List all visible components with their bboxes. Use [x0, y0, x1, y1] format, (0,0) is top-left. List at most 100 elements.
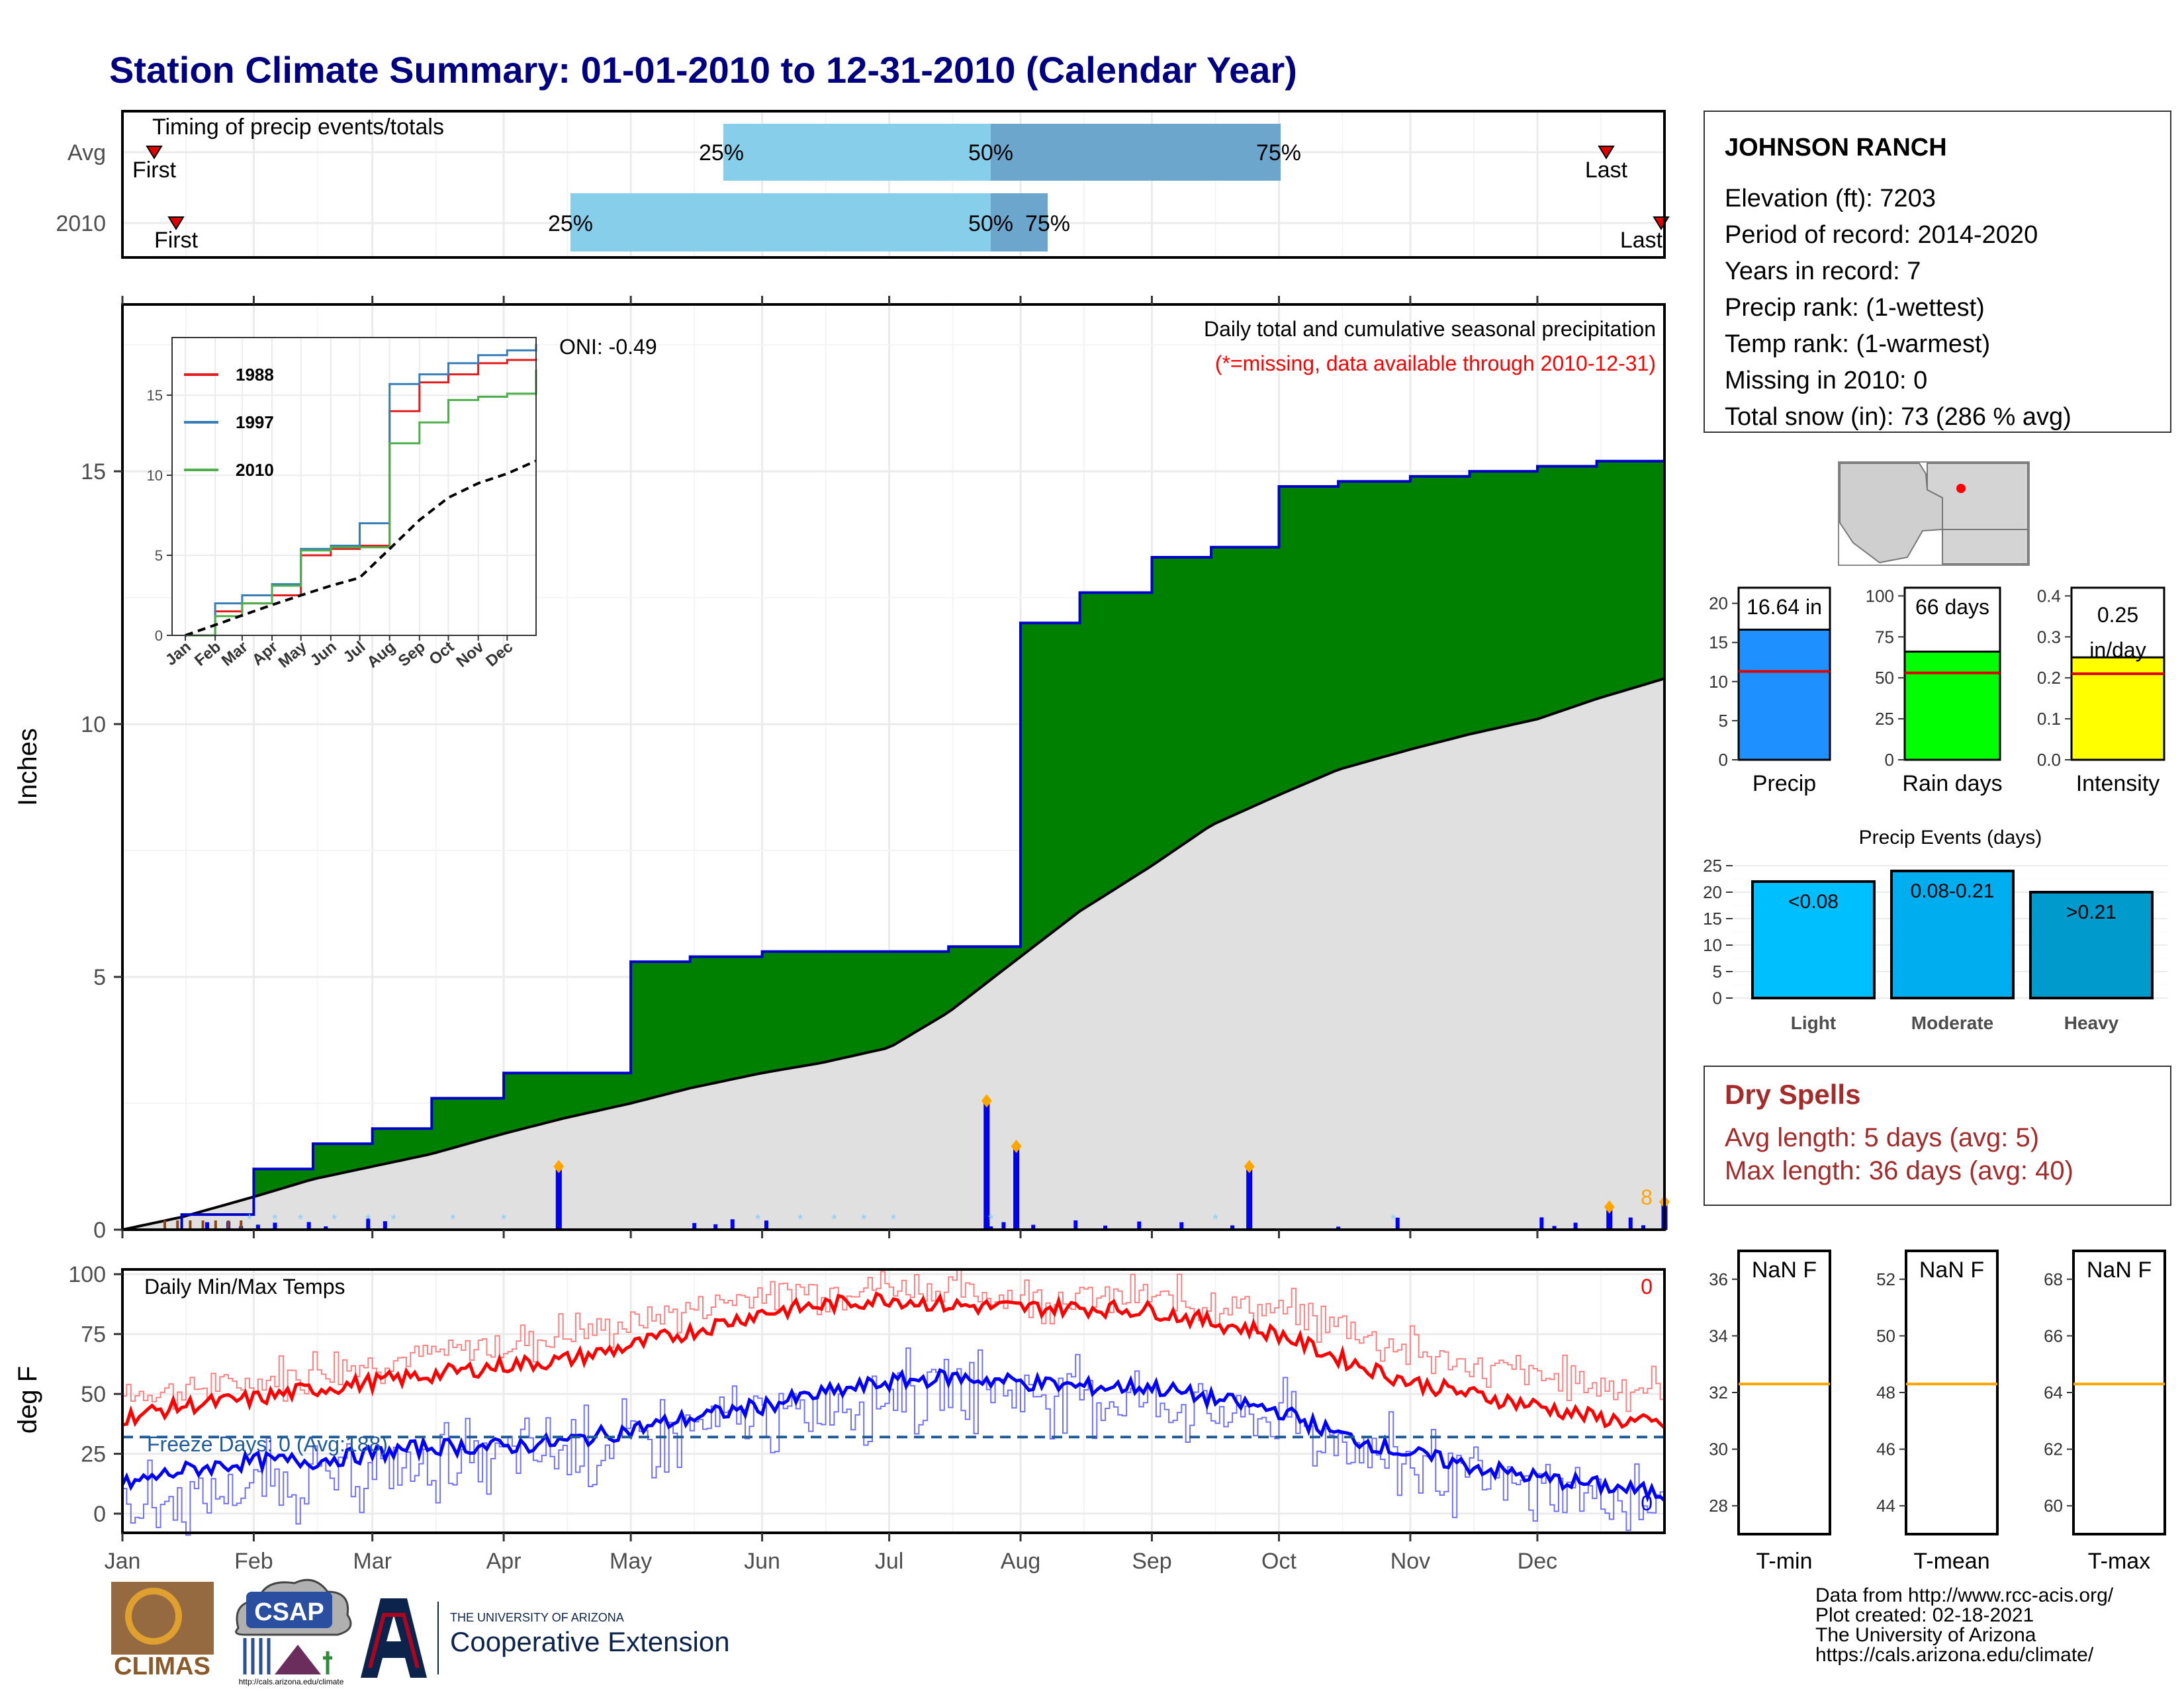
timing-avg-bar-25-50	[723, 124, 991, 181]
temp-box-label: T-max	[2088, 1549, 2150, 1574]
summary-y-tick-label: 0.1	[2037, 709, 2061, 729]
snow-marker: *	[988, 1211, 994, 1228]
month-label-jan: Jan	[105, 1549, 141, 1574]
inset-legend: 1988 1997 2010	[184, 365, 274, 480]
precip-average-area	[122, 678, 1664, 1230]
temp-y-axis-label: deg F	[13, 1366, 42, 1434]
inset-legend-label-1997: 1997	[236, 412, 274, 432]
events-bar-text: 0.08-0.21	[1911, 880, 1995, 902]
summary-y-tick-label: 75	[1875, 627, 1894, 647]
events-bar-heavy	[2029, 891, 2154, 999]
station-name: JOHNSON RANCH	[1725, 134, 1947, 161]
temp-box-frame	[1737, 1250, 1831, 1535]
daily-precip-small-bar	[764, 1220, 768, 1230]
temp-y-tick-label: 25	[81, 1442, 106, 1467]
csap-url: http://cals.arizona.edu/climate	[239, 1677, 344, 1686]
timing-avg-bar-50-75	[991, 124, 1281, 181]
daily-precip-bar	[983, 1100, 990, 1230]
summary-bar	[1903, 651, 2001, 761]
daily-precip-small-bar	[1395, 1217, 1400, 1230]
daily-precip-small-bar	[713, 1224, 718, 1230]
precip-y-ticks: 0 5 10 15	[81, 459, 122, 1243]
events-y-tick-label: 0	[1713, 988, 1722, 1008]
inset-legend-label-2010: 2010	[236, 460, 274, 480]
timing-2010-last: Last	[1620, 228, 1663, 253]
temp-frame	[121, 1268, 1666, 1534]
summary-value-number: 0.25	[2097, 603, 2138, 627]
inset-y-tick-label: 15	[147, 387, 163, 404]
locator-map	[1838, 461, 2030, 566]
temp-line-2010-max	[122, 1291, 1666, 1430]
inset-y-tick-label: 10	[147, 467, 163, 484]
early-season-tick	[176, 1220, 179, 1230]
temp-y-ticks: 0 25 50 75 100	[68, 1262, 122, 1527]
daily-precip-small-bar	[1031, 1224, 1036, 1230]
inset-background	[172, 338, 536, 635]
temperature-boxes: NaN F 28 30 32 34 36 T-min NaN F 44 46 48 50 52 T-mea…	[1709, 1250, 2166, 1574]
snow-marker: *	[1390, 1211, 1396, 1228]
temp-box-t-mean: NaN F 44 46 48 50 52 T-mean	[1876, 1250, 1999, 1574]
inset-y-tick-label: 5	[155, 547, 163, 564]
temp-box-y-tick-label: 68	[2044, 1269, 2063, 1289]
month-label-nov: Nov	[1390, 1549, 1430, 1574]
daily-precip-small-bar	[1179, 1222, 1184, 1230]
daily-precip-small-bar	[692, 1222, 697, 1230]
summary-y-tick-label: 20	[1709, 594, 1728, 614]
station-total-snow: Total snow (in): 73 (286 % avg)	[1725, 403, 2071, 431]
temp-box-y-tick-label: 62	[2044, 1440, 2063, 1459]
temp-box-t-min: NaN F 28 30 32 34 36 T-min	[1709, 1250, 1831, 1574]
snow-marker: *	[891, 1211, 897, 1228]
events-bar-text: <0.08	[1788, 891, 1839, 913]
snow-marker: *	[831, 1211, 837, 1228]
timing-avg-q50: 50%	[968, 140, 1013, 165]
temp-box-y-tick-label: 32	[1709, 1383, 1728, 1402]
timing-avg-first: First	[132, 158, 177, 183]
temp-box-frame	[1905, 1250, 1999, 1535]
snow-marker: *	[797, 1211, 803, 1228]
temp-line-average-max	[122, 1268, 1665, 1412]
precip-panel: * * * * * * * * * * * * * * * * 0 5 10 15 Inches ONI: -0.4…	[13, 303, 1670, 1243]
climas-logo-text: CLIMAS	[114, 1653, 210, 1680]
precip-corner-label: 8	[1641, 1185, 1653, 1209]
events-x-label-light: Light	[1791, 1013, 1836, 1033]
temp-box-value: NaN F	[1919, 1257, 1984, 1283]
snow-marker: *	[332, 1211, 338, 1228]
dry-spells-max: Max length: 36 days (avg: 40)	[1725, 1156, 2073, 1185]
precip-y-tick-label: 0	[93, 1218, 106, 1243]
temp-y-tick-label: 50	[81, 1382, 106, 1407]
early-season-tick	[240, 1220, 243, 1230]
csap-rain-icon	[243, 1638, 271, 1674]
summary-y-tick-label: 0.0	[2037, 750, 2061, 770]
events-bar-text: >0.21	[2066, 901, 2116, 923]
summary-bars: 16.64 in 0 5 10 15 20 Precip 66 days 0 25 50 75 100 R…	[1709, 586, 2165, 796]
inset-lines	[185, 343, 537, 637]
ua-a-icon	[361, 1598, 427, 1678]
precip-frame	[121, 303, 1666, 1231]
timing-label: Timing of precip events/totals	[152, 114, 444, 140]
daily-precip-small-bar	[255, 1224, 260, 1230]
snow-marker: *	[365, 1211, 371, 1228]
daily-precip-small-bar	[1336, 1226, 1341, 1230]
temp-box-value: NaN F	[2087, 1257, 2152, 1283]
precip-y-tick-label: 10	[81, 712, 106, 737]
temp-box-y-tick-label: 64	[2044, 1383, 2063, 1402]
daily-precip-small-bar	[273, 1222, 277, 1230]
precip-cumulative-line	[122, 390, 1666, 1231]
summary-y-tick-label: 10	[1709, 672, 1728, 692]
snow-marker: *	[272, 1211, 278, 1228]
locator-state-west	[1839, 463, 1943, 564]
early-season-tick	[163, 1220, 167, 1230]
station-info-frame	[1704, 111, 2171, 433]
summary-y-tick-label: 5	[1719, 711, 1728, 731]
oni-label: ONI: -0.49	[559, 335, 657, 359]
timing-avg-q75: 75%	[1256, 140, 1301, 165]
daily-precip-bar	[555, 1166, 562, 1230]
precip-y-axis-label: Inches	[13, 728, 42, 806]
timing-text: 25% 50% 75% First Last 25% 50% 75% First…	[132, 140, 1663, 253]
page-title: Station Climate Summary: 01-01-2010 to 1…	[109, 49, 1297, 91]
snow-marker: *	[298, 1211, 304, 1228]
temp-panel-label: Daily Min/Max Temps	[144, 1275, 345, 1299]
summary-y-tick-label: 15	[1709, 633, 1728, 653]
